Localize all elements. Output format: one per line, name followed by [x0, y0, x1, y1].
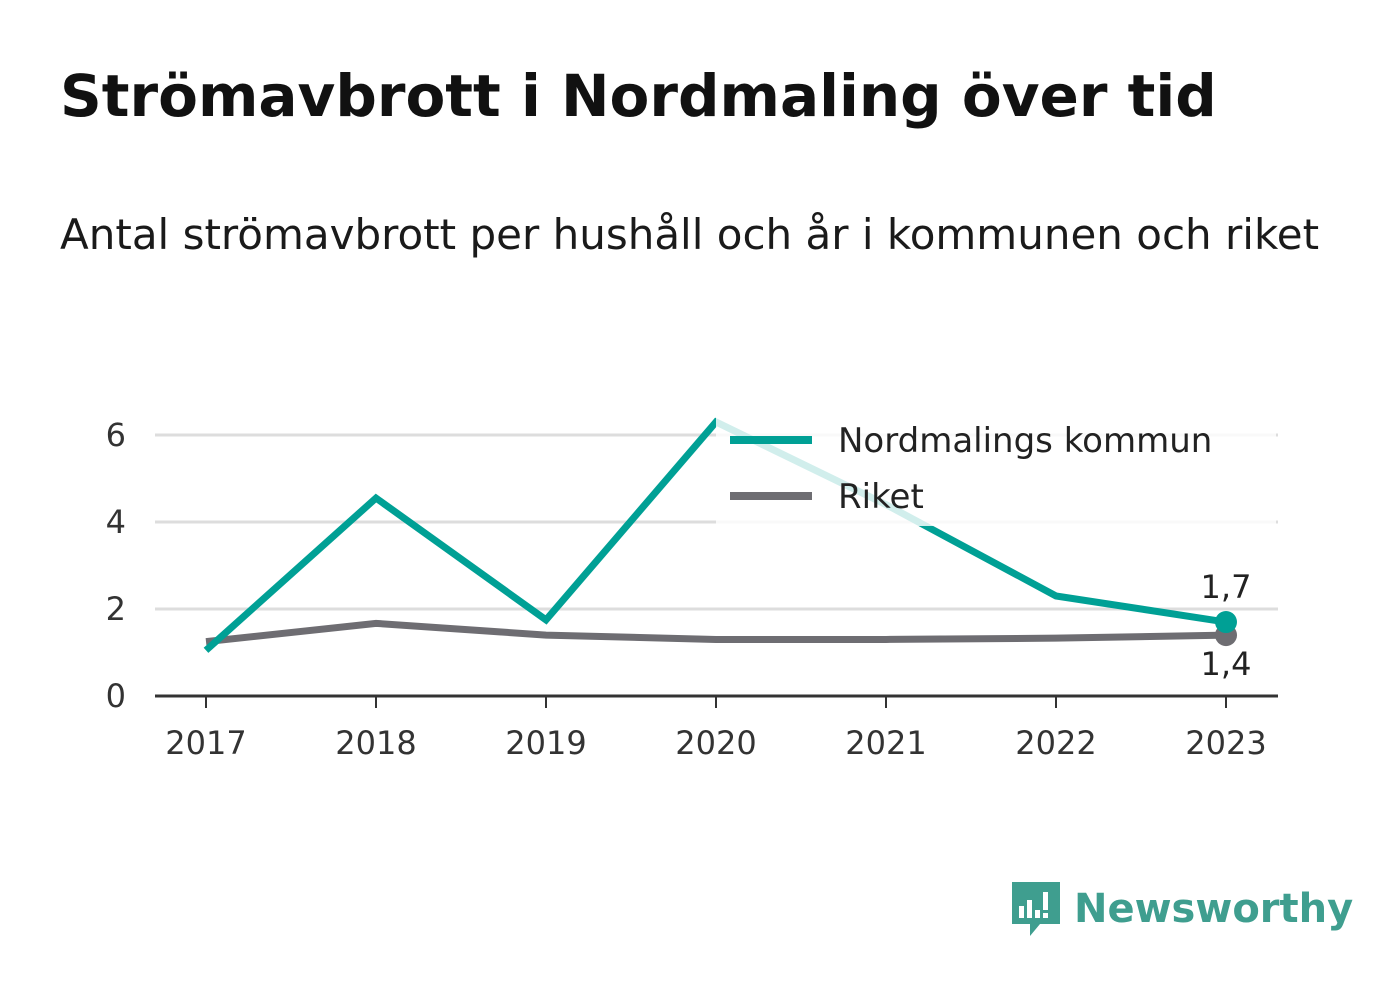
y-tick-label: 6 [106, 416, 126, 454]
y-tick-label: 4 [106, 503, 126, 541]
y-tick-label: 2 [106, 590, 126, 628]
legend-label: Riket [838, 477, 924, 517]
x-tick-label: 2019 [505, 724, 586, 762]
end-point-nordmaling [1215, 611, 1237, 634]
x-tick-label: 2020 [675, 724, 756, 762]
series-line-riket [205, 619, 1227, 646]
y-tick-label: 0 [106, 677, 126, 715]
x-tick-label: 2017 [165, 724, 246, 762]
y-axis-tick-labels: 0 2 4 6 [106, 416, 126, 715]
x-axis-tick-labels: 2017 2018 2019 2020 2021 2022 2023 [165, 724, 1266, 762]
brand-name: Newsworthy [1074, 886, 1354, 932]
chart-title: Strömavbrott i Nordmaling över tid [60, 62, 1217, 130]
chart-subtitle: Antal strömavbrott per hushåll och år i … [60, 210, 1320, 259]
data-label-riket: 1,4 [1201, 645, 1252, 683]
x-tick-label: 2021 [845, 724, 926, 762]
x-tick-label: 2022 [1015, 724, 1096, 762]
newsworthy-logo: Newsworthy [1010, 878, 1353, 940]
x-axis [155, 694, 1278, 708]
data-label-nordmaling: 1,7 [1201, 568, 1252, 606]
legend-label: Nordmalings kommun [838, 421, 1212, 461]
newsworthy-logo-icon [1012, 882, 1060, 936]
x-tick-label: 2018 [335, 724, 416, 762]
x-tick-label: 2023 [1185, 724, 1266, 762]
legend: Nordmalings kommun Riket [716, 418, 1276, 526]
end-value-labels: 1,7 1,4 [1201, 568, 1252, 683]
